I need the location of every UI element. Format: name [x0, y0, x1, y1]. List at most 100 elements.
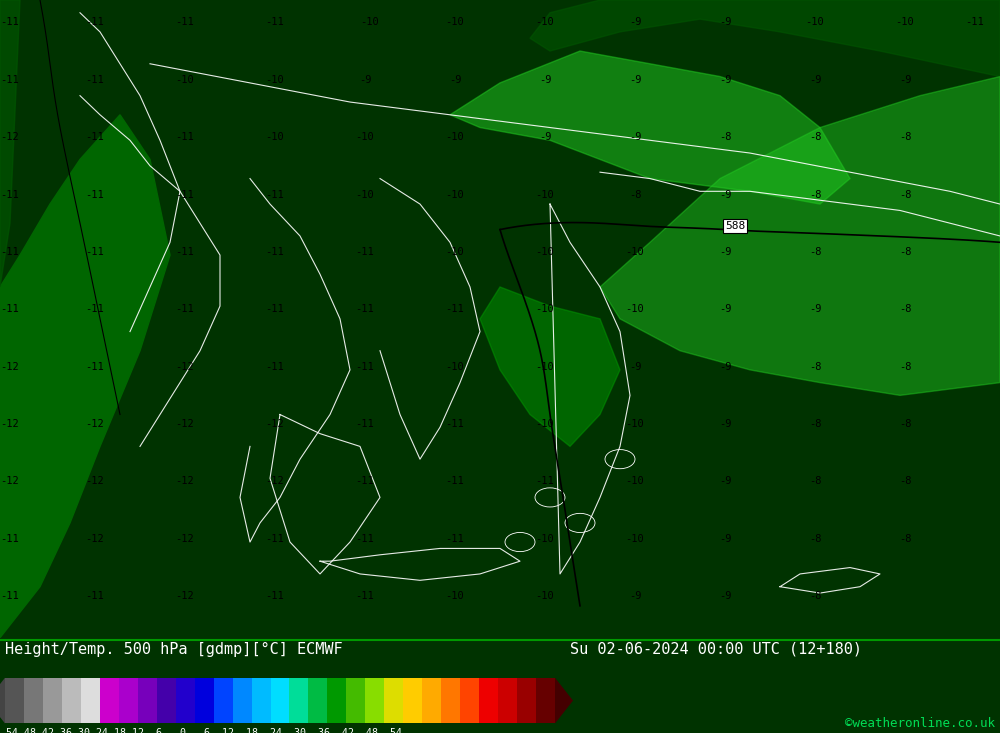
Text: -8: -8: [899, 190, 911, 199]
Text: -11: -11: [266, 304, 284, 314]
Text: -11: -11: [176, 190, 194, 199]
Text: -12: -12: [176, 534, 194, 544]
Bar: [517, 678, 536, 723]
Polygon shape: [600, 76, 1000, 395]
Text: -10: -10: [446, 247, 464, 257]
Bar: [289, 678, 308, 723]
Bar: [271, 678, 289, 723]
Bar: [479, 678, 498, 723]
Text: -10: -10: [806, 18, 824, 27]
Polygon shape: [0, 115, 170, 638]
Text: -9: -9: [539, 132, 551, 142]
Text: -9: -9: [629, 592, 641, 601]
Text: -11: -11: [536, 476, 554, 487]
Text: -9: -9: [359, 75, 371, 85]
Text: -8: -8: [809, 132, 821, 142]
Text: -9: -9: [629, 75, 641, 85]
Text: -10: -10: [446, 190, 464, 199]
Bar: [403, 678, 422, 723]
Text: -9: -9: [449, 75, 461, 85]
Text: -10: -10: [626, 247, 644, 257]
Text: -10: -10: [356, 132, 374, 142]
Text: ©weatheronline.co.uk: ©weatheronline.co.uk: [845, 717, 995, 730]
Text: -11: -11: [966, 18, 984, 27]
Text: -11: -11: [176, 304, 194, 314]
Polygon shape: [450, 51, 850, 204]
Text: -11: -11: [356, 247, 374, 257]
Text: -12: -12: [1, 419, 19, 429]
Text: -11: -11: [1, 247, 19, 257]
Text: -8: -8: [719, 132, 731, 142]
Text: -11: -11: [1, 592, 19, 601]
Text: -8: -8: [809, 361, 821, 372]
Text: -8: -8: [899, 361, 911, 372]
Bar: [195, 678, 214, 723]
Text: -10: -10: [446, 18, 464, 27]
Text: -11: -11: [1, 304, 19, 314]
Text: -12: -12: [1, 361, 19, 372]
Text: -12: -12: [86, 534, 104, 544]
Text: -11: -11: [86, 75, 104, 85]
Text: -9: -9: [539, 75, 551, 85]
Text: -11: -11: [1, 75, 19, 85]
Text: -11: -11: [176, 18, 194, 27]
Text: -9: -9: [809, 75, 821, 85]
Text: -11: -11: [86, 132, 104, 142]
Text: -10: -10: [266, 132, 284, 142]
Text: -8: -8: [899, 476, 911, 487]
Text: -11: -11: [1, 18, 19, 27]
Text: -8: -8: [629, 190, 641, 199]
Text: -11: -11: [356, 592, 374, 601]
Bar: [422, 678, 441, 723]
Text: -10: -10: [361, 18, 379, 27]
Bar: [233, 678, 252, 723]
Text: -12: -12: [176, 361, 194, 372]
Text: -11: -11: [356, 534, 374, 544]
Text: -9: -9: [719, 361, 731, 372]
Text: -12: -12: [86, 476, 104, 487]
Bar: [346, 678, 365, 723]
Bar: [24, 678, 43, 723]
Text: -9: -9: [629, 18, 641, 27]
Text: -12: -12: [266, 476, 284, 487]
Text: -9: -9: [719, 304, 731, 314]
Text: -12: -12: [1, 132, 19, 142]
Text: -10: -10: [446, 592, 464, 601]
Text: -10: -10: [176, 75, 194, 85]
Text: -11: -11: [86, 361, 104, 372]
Text: -8: -8: [899, 304, 911, 314]
Text: -11: -11: [1, 190, 19, 199]
Text: -54-48-42-36-30-24-18-12 -6   0   6  12  18  24  30  36  42  48  54: -54-48-42-36-30-24-18-12 -6 0 6 12 18 24…: [0, 729, 402, 733]
Text: -10: -10: [536, 190, 554, 199]
Text: -8: -8: [809, 247, 821, 257]
Text: -10: -10: [626, 419, 644, 429]
Text: -11: -11: [86, 190, 104, 199]
Text: -8: -8: [809, 190, 821, 199]
Text: -12: -12: [176, 592, 194, 601]
Bar: [5, 678, 24, 723]
Polygon shape: [555, 678, 573, 723]
Text: -11: -11: [86, 247, 104, 257]
Text: -11: -11: [266, 534, 284, 544]
Text: -11: -11: [266, 592, 284, 601]
Text: -10: -10: [896, 18, 914, 27]
Bar: [81, 678, 100, 723]
Text: -9: -9: [809, 304, 821, 314]
Bar: [119, 678, 138, 723]
Text: -12: -12: [176, 476, 194, 487]
Text: -9: -9: [719, 247, 731, 257]
Bar: [498, 678, 517, 723]
Text: -12: -12: [266, 419, 284, 429]
Text: -9: -9: [719, 75, 731, 85]
Text: -10: -10: [536, 592, 554, 601]
Text: -9: -9: [899, 75, 911, 85]
Text: -8: -8: [809, 592, 821, 601]
Polygon shape: [0, 0, 20, 287]
Bar: [62, 678, 81, 723]
Text: -9: -9: [719, 190, 731, 199]
Text: -11: -11: [266, 247, 284, 257]
Text: -9: -9: [629, 132, 641, 142]
Text: -11: -11: [176, 132, 194, 142]
Bar: [43, 678, 62, 723]
Text: -10: -10: [446, 361, 464, 372]
